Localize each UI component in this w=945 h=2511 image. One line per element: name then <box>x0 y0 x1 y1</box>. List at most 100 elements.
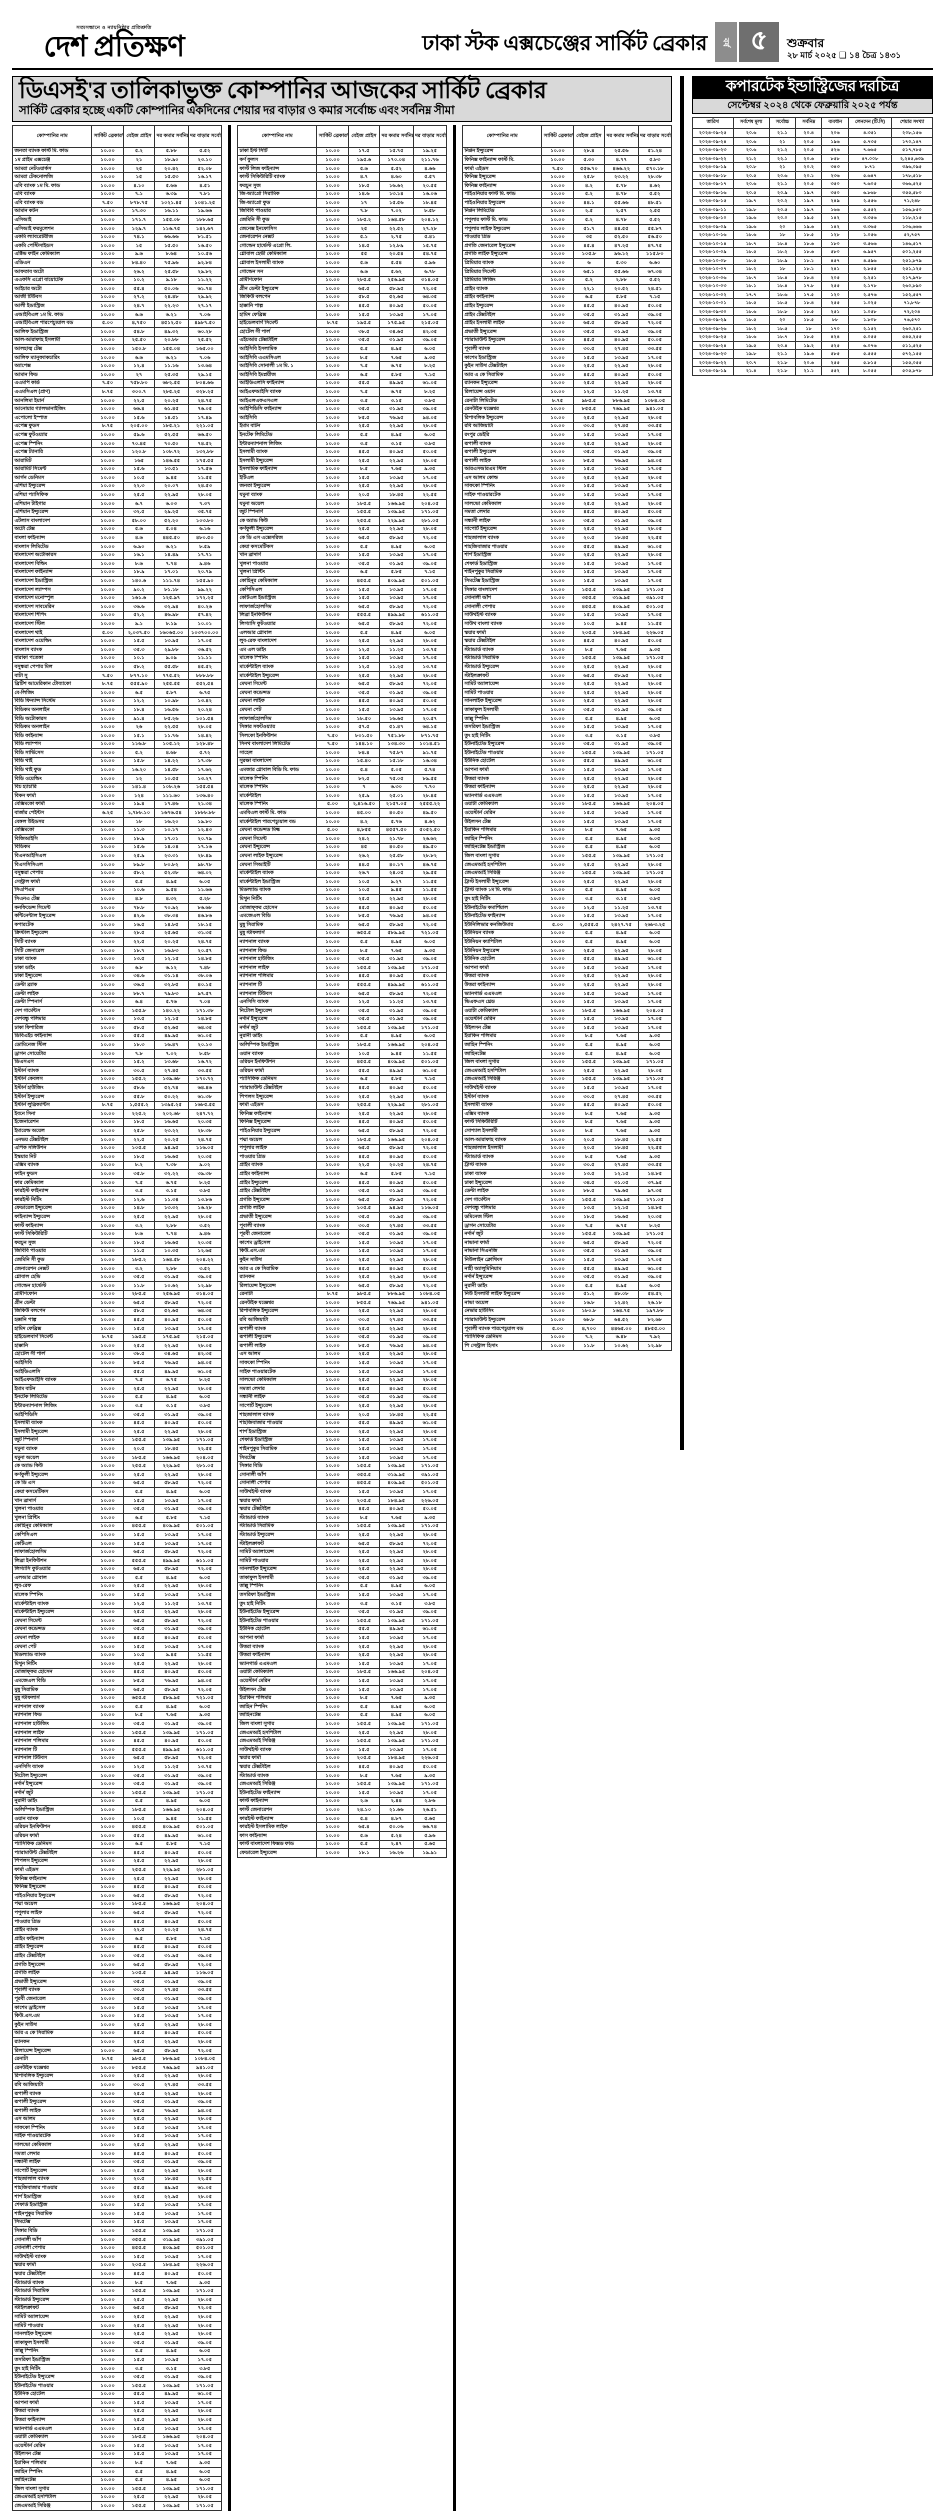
table-row[interactable]: মুন্নু স্টাফলার্স ১০.০০ ৬৫৫.৫ ৫৮৯.৯৫ ৭২১.০৫ <box>11 1693 223 1704</box>
table-row[interactable]: আইসিবি ইমপ্লয়ীজ ১০.০০ ৬.৫ ৫.৮৫ ৭.১৫ <box>236 370 448 380</box>
newspaper-logo[interactable]: সত্যসন্ধানে ও ন্যায়নিষ্ঠার প্রতিশ্রুতি … <box>14 25 214 62</box>
table-row[interactable]: কেটিএল ইন্ডাস্ট্রিজ ১০.০০ ১৫.৫ ১৩.৯৫ ১৭.০৫ <box>236 593 448 604</box>
table-row[interactable]: বিডিকম ১০.০০ ১৫.৬ ১৪.০৪ ১৭.১৬ <box>11 842 223 853</box>
table-row[interactable]: ইসলামী ইন্স্যুরেন্স ১০.০০ ২৫.৫ ২২.৯৫ ২৮.০৫ <box>11 1427 223 1437</box>
table-row[interactable]: জেমিনি সী ফুড ১০.০০ ১৮৫.২ ১৬৪.৫৮ ২০৪.১২ <box>236 215 448 225</box>
table-row[interactable]: আমরা নেটওয়ার্কস ১০.০০ ২৫ ২০.৪২ ৫২.০৮ <box>11 163 223 174</box>
table-row[interactable]: শেফার্ড ইন্ডাস্ট্রিজ ১০.০০ ১৫.৫ ১৩.৯৫ ১৭.০৫ <box>461 559 673 569</box>
table-row[interactable]: ইসলামিক ফাইন্যান্স ১০.০০ ৮.৫ ৭.৬৫ ৯.৩৫ <box>236 464 448 475</box>
table-row[interactable]: লাফার্জহোলসিম ১০.০০ ৬৫.৫ ৫৮.৯৫ ৭২.০৫ <box>236 602 448 612</box>
table-row[interactable]: এএমসিএল (প্রাণ) ৮.৭৫ ৩০০.৭ ২৮৫.২৫ ৩২৮.২৫ <box>11 387 223 397</box>
table-row[interactable]: বার্জার পেইন্টস ৬.২৫ ১,৭৮৮.১০ ১৬৭৬.৫৪ ১৮৮৮.৮… <box>11 808 223 818</box>
table-row[interactable]: গ্রামীণফোন ১০.০০ ২৮৫.৫ ২৫৬.৯৫ ৩১৪.০৫ <box>236 275 448 286</box>
table-row[interactable]: ২০২৪-০৯-১৯ ২০.৮ ২১ ২০.২ ৩৪৩ ৮.৭১ ৩৯৬,০৯৫ <box>691 162 933 172</box>
table-row[interactable]: বেক্সিমকো ফার্মা ১০.০০ ১৯.৪ ১৭.৪৬ ২১.৩৪ <box>11 799 223 810</box>
table-row[interactable]: কেয়া কসমেটিকস ১০.০০ ৫.৫ ৪.৯৫ ৬.০৫ <box>11 1487 223 1497</box>
table-row[interactable]: বাংলাদেশ ইন্ডাস্ট্রিজ ১০.০০ ১৪০.৬ ১১১.৭৪ ১৫৫… <box>11 576 223 586</box>
table-row[interactable]: জেএমআই সিরিঞ্জ ১০.০০ ১৫৫.৫ ১৩৯.৯৫ ১৭১.০৫ <box>236 1736 448 1747</box>
table-row[interactable]: আইপিডিসি ফাইন্যান্স ১০.০০ ৩৫.৫ ৩১.৯৫ ৩৯.০৫ <box>236 404 448 415</box>
table-row[interactable]: প্রগতি ইন্স্যুরেন্স ১০.০০ ৬৫.৫ ৫৮.৯৫ ৭২.০৫ <box>11 1959 223 1970</box>
table-row[interactable]: প্রগতি লাইফ ১০.০০ ১০৫.৫ ৯৪.৯৫ ১১৬.০৫ <box>11 1968 223 1979</box>
table-row[interactable]: মেঘনা পেট ১০.০০ ১৫.৫ ১৩.৯৫ ১৭.০৫ <box>11 1641 223 1652</box>
table-row[interactable]: পূবালী ব্যাংক ১০.০০ ৩০.৫ ২৭.৪৫ ৩৩.৫৫ <box>461 344 673 354</box>
table-row[interactable]: বাংলাদেশ বিল্ডিং ১০.০০ ৮.৬ ৭.৭৪ ৯.৪৬ <box>11 559 223 569</box>
table-row[interactable]: দেশবন্ধু পলিমার ১০.০০ ১৩.৫ ১২.১৫ ১৪.৮৫ <box>461 1203 673 1214</box>
table-row[interactable]: আল-আরাফাহ ইসলামী ১০.০০ ২৫.৫০ ২০.৮৮ ২৫.৫২ <box>11 335 223 346</box>
table-row[interactable]: আর এ কে সিরামিক ১০.০০ ৪৫.৫ ৪০.৯৫ ৫০.০৫ <box>11 2028 223 2039</box>
table-row[interactable]: নিউ ইসলামী লাইফ ইন্স্যুরেন্স ১০.০০ ৫১.২ ৪৮.… <box>461 1289 673 1300</box>
table-row[interactable]: ফার্মা এইডস ৭.৫০ ৫৫৬.৭০ ৪৬৬.২২ ৫৭০.১৮ <box>461 163 673 174</box>
table-row[interactable]: প্রাইম ইন্স্যুরেন্স ১০.০০ ৪৫.৫ ৪০.৯৫ ৫০.০৫ <box>11 1942 223 1953</box>
table-row[interactable]: ইবনে সিনা ১০.০০ ২২৫.২ ২০২.৬৮ ২৪৭.৭২ <box>11 1109 223 1119</box>
table-row[interactable]: লিব্রা ইনফিউশন ১০.০০ ৫৫৫.৫ ৪৯৯.৯৫ ৬১১.০৫ <box>11 1556 223 1566</box>
table-row[interactable]: স্ট্যান্ডার্ড সিরামিক ১০.০০ ১৫৫.৫ ১৩৯.৯৫ ১৭১… <box>236 1521 448 1532</box>
table-row[interactable]: পি সেন্ট্রাল হিসাং ১০.০০ ১১.৮ ১০.৬২ ১২.৯৮ <box>461 1341 673 1351</box>
table-row[interactable]: নাভানা ফার্মা ১০.০০ ৬৫.৫ ৫৮.৯৫ ৭২.০৫ <box>461 1238 673 1248</box>
table-row[interactable]: মার্কেন্টাইল ব্যাংক ১০.০০ ২৬.৭ ২৪.০৫ ২৯.৫৫ <box>236 868 448 879</box>
table-row[interactable]: প্রাইম ফাইন্যান্স ১০.০০ ৬.৫ ৫.৮৫ ৭.১৫ <box>461 292 673 303</box>
table-row[interactable]: জেএমআই সিরিঞ্জ ১০.০০ ১৫৫.৫ ১৩৯.৯৫ ১৭১.০৫ <box>461 868 673 879</box>
table-row[interactable]: খুলনা প্রিন্টিং ১০.০০ ৬.৫ ৫.৮৫ ৭.১৫ <box>11 1513 223 1523</box>
table-row[interactable]: পাওয়ার গ্রিড ১০.০০ ৪৫.৫ ৪০.৯৫ ৫০.০৫ <box>236 1152 448 1162</box>
table-row[interactable]: ২০২৪-১০-১৬ ১৮.৬ ১৮ ১৮.৫ ১২৮ ১.০৫৬ ৫২,৭৫৭ <box>691 230 933 240</box>
table-row[interactable]: ১ম প্রাইম এক্সচেঞ্জ ১০.০০ ২১ ১৮.৯০ ২৩.১০ <box>11 155 223 165</box>
table-row[interactable]: মুন্নু স্টাফলার্স ১০.০০ ৬৫৫.৫ ৫৮৯.৯৫ ৭২১.০৫ <box>236 928 448 939</box>
table-row[interactable]: সাইফ পাওয়ারটেক ১০.০০ ১৫.৫ ১৩.৯৫ ১৭.০৫ <box>236 1366 448 1377</box>
table-row[interactable]: শার্প ইন্ডাস্ট্রিজ ১০.০০ ২৫.৫ ২২.৯৫ ২৮.০৫ <box>461 550 673 561</box>
table-row[interactable]: দেশবন্ধু পলিমার ১০.০০ ১৩.৫ ১২.১৫ ১৪.৮৫ <box>11 1014 223 1025</box>
table-row[interactable]: রেনাটা ৮.৭৫ ৯৮৫.৫ ৮৮৬.৯৫ ১০৮৪.০৫ <box>11 2054 223 2065</box>
table-row[interactable]: মিথুন নিটিং ১০.০০ ২৫.৫ ২২.৯৫ ২৮.০৫ <box>11 1659 223 1669</box>
table-row[interactable]: প্রভাতী ইন্স্যুরেন্স ১০.০০ ৩৫.৫ ৩১.৯৫ ৩৯.০৫ <box>461 327 673 337</box>
table-row[interactable]: ড্রাগন সোয়েটার ১০.০০ ৭.৫ ৬.৭৫ ৮.২৫ <box>461 1220 673 1231</box>
table-row[interactable]: ওরিয়ন ইনফিউশন ১০.০০ ৪৫৫.৫ ৪০৯.৯৫ ৫০১.০৫ <box>11 1822 223 1832</box>
table-row[interactable]: ফারইস্ট ফাইন্যান্স ১০.০০ ৫.৪ ৪.৮৭ ৫.৬৫ <box>236 1813 448 1824</box>
table-row[interactable]: ড্রাগন সোয়েটার ১০.০০ ৭.৮ ৭.০২ ৮.৫৮ <box>11 1049 223 1059</box>
table-row[interactable]: ওয়েস্টার্ন মেরিন ১০.০০ ১৫.৫ ১৩.৯৫ ১৭.০৫ <box>461 1014 673 1025</box>
table-row[interactable]: ২০২৪-০৯-২৩ ১৯.৮ ২১.১ ১৯.৬ ৫৮৫ ৫.৫৫৫ ৫৭২,১৫৫ <box>691 349 933 359</box>
table-row[interactable]: খান ব্রাদার্স ১০.০০ ১৫.৫ ১৩.৯৫ ১৭.০৫ <box>236 550 448 561</box>
table-row[interactable]: মার্কেন্টাইল ইন্ডাস্ট্রিজ ১০.০০ ১০.৫ ৯.২৭ ১১… <box>236 877 448 887</box>
table-row[interactable]: নুরানী ডাইং ১০.০০ ৫.৫ ৪.৯৫ ৬.০৫ <box>461 1281 673 1291</box>
table-row[interactable]: এশিয়া ইন্স্যুরেন্স ১০.০০ ২২.৩ ২০.০৭ ২৪.৫৩ <box>11 481 223 492</box>
table-row[interactable]: ট্রাস্ট ব্যাংক ১ম মি. ফান্ড ১০.০০ ৫.৫ ৪.৯৫ ৬… <box>461 885 673 896</box>
table-row[interactable]: র‍্যানকন ১০.০০ ২৫.৫ ২২.৯৫ ২৮.০৫ <box>236 1272 448 1282</box>
table-row[interactable]: এসিআই ১০.০০ ১৭১.৭ ১৫৫.০৮ ১৮৮.৬৫ <box>11 215 223 225</box>
table-row[interactable]: সোনালী আঁশ ১০.০০ ৩৫৫.৫ ৩১৯.৯৫ ৩৯১.০৫ <box>11 2234 223 2245</box>
table-row[interactable]: ২০২৪-০৯-২৫ ২০.৬ ২১.১ ২০.৪ ২০৬ ৪.৩৫১ ২০৮,১৫৬ <box>691 128 933 138</box>
table-row[interactable]: জিল বাংলা সুগার ১০.০০ ১৫৫.৫ ১৩৯.৯৫ ১৭১.০৫ <box>461 1057 673 1068</box>
table-row[interactable]: জাহিনটেক্স ১০.০০ ৫.৫ ৪.৯৫ ৬.০৫ <box>461 1049 673 1059</box>
table-row[interactable]: ইয়াকিন পলিমার ১০.০০ ৮.৫ ৭.৬৫ ৯.৩৫ <box>461 1031 673 1042</box>
table-row[interactable]: ফিনিক্স ফাইন্যান্স ১০.০০ ২৫.৫ ২২.৯৫ ২৮.০৫ <box>11 1874 223 1884</box>
table-row[interactable]: ডোমিনেজ স্টিল ১০.০০ ১৮.৩ ১৬.৪৭ ২০.১৩ <box>11 1040 223 1050</box>
table-row[interactable]: আল-আরাফাহ ব্যাংক ১০.০০ ২০.৫ ১৮.৪৫ ২২.৫৫ <box>461 1134 673 1145</box>
table-row[interactable]: এলআর গ্লোবাল ১০.০০ ৫.৫ ৪.৯৫ ৬.০৫ <box>236 627 448 638</box>
table-row[interactable]: স্ট্যান্ডার্ড সিরামিক ১০.০০ ১৫৫.৫ ১৩৯.৯৫ ১৭১… <box>461 653 673 664</box>
table-row[interactable]: মালেক স্পিনিং ১০.০০ ৮২.৫ ৭৫.০৫ ৮৯.৫৫ <box>236 774 448 784</box>
table-row[interactable]: ন্যাশনাল টি ১০.০০ ৫৫৫.৫ ৪৯৯.৯৫ ৬১১.০৫ <box>11 1745 223 1755</box>
table-row[interactable]: প্যারামাউন্ট টেক্সটাইল ১০.০০ ৪৫.৫ ৪০.৯৫ ৫০.০… <box>11 1848 223 1858</box>
table-row[interactable]: শাহজালাল ব্যাংক ১০.০০ ২০.৫ ১৮.৪৫ ২২.৫৫ <box>11 2174 223 2185</box>
table-row[interactable]: জি-অ্যাগ্রো সিরামিক ১০.০০ ১৪.৬ ১৩.১৪ ১৬.০৬ <box>236 189 448 200</box>
table-row[interactable]: এক্টিভ ফাইন কেমিক্যাল ১০.০০ ৯.৬ ৮.৬৪ ১০.৫৬ <box>11 249 223 260</box>
table-row[interactable]: কেটিএল ১০.০০ ১৫.৫ ১৩.৯৫ ১৭.০৫ <box>11 1538 223 1549</box>
table-row[interactable]: ২০২৪-০৯-১১ ১৯.৮ ২০.৫ ১৯.৭ ১৬৬ ৫.৫৫২ ১৫৬,৮৫০ <box>691 204 933 215</box>
table-row[interactable]: জনতা ইন্স্যুরেন্স ১০.০০ ২৫.৫ ২২.৯৫ ২৮.০৫ <box>236 481 448 492</box>
table-row[interactable]: স্কয়ার টেক্সটাইল ১০.০০ ৪৫.৫ ৪০.৯৫ ৫০.০৫ <box>236 1762 448 1772</box>
table-row[interactable]: আইএফআইসি ব্যাংক ১০.০০ ৭.৫ ৬.৭৫ ৮.২৫ <box>11 1375 223 1386</box>
table-row[interactable]: জিল বাংলা সুগার ১০.০০ ১৫৫.৫ ১৩৯.৯৫ ১৭১.০৫ <box>236 1719 448 1729</box>
table-row[interactable]: ভ্যানগার্ড এএমএল ১০.০০ ১৫.৫ ১৩.৯৫ ১৭.০৫ <box>461 988 673 999</box>
table-row[interactable]: স্কয়ার টেক্সটাইল ১০.০০ ৪৫.৫ ৪০.৯৫ ৫০.০৫ <box>461 636 673 647</box>
table-row[interactable]: নিউলাইন ক্লোথিংস ১০.০০ ১৫.৫ ১৩.৯৫ ১৭.০৫ <box>461 1255 673 1265</box>
table-row[interactable]: ঢাকা ব্যাংক ১০.০০ ১৩.৫ ১২.১৫ ১৪.৮৫ <box>11 954 223 965</box>
table-row[interactable]: স্ট্যান্ডার্ড ইন্স্যুরেন্স ১০.০০ ২৫.৫ ২২.৯৫… <box>11 2295 223 2305</box>
table-row[interactable]: মার্কেন্টাইল ব্যাংক ১০.০০ ১২.৫ ১১.২৫ ১৩.৭৫ <box>11 1599 223 1609</box>
table-row[interactable]: কোহিনূর কেমিক্যাল ১০.০০ ৪৫৫.৫ ৪০৯.৯৫ ৫০১.০৫ <box>236 576 448 586</box>
table-row[interactable]: আইডিএলসি ফাইন্যান্স ১০.০০ ৫৫.৫ ৪৯.৯৫ ৬১.০৫ <box>236 378 448 389</box>
table-row[interactable]: হাইডেলবার্গ সিমেন্ট ৮.৭৫ ১৯৫.৫ ১৭৫.৯৫ ২১৫.০৫ <box>236 318 448 329</box>
table-row[interactable]: ফার্স্ট সিকিউরিটি ১০.০০ ৮.৬ ৭.৭৪ ৯.৪৬ <box>11 1229 223 1240</box>
table-row[interactable]: প্যাসিফিক ডেনিমস ১০.০০ ৭.২ ৬.৪৮ ৭.৯২ <box>461 1332 673 1343</box>
table-row[interactable]: সানলাইফ ইন্স্যুরেন্স ১০.০০ ২৫.৫ ২২.৯৫ ২৮.০৫ <box>461 696 673 707</box>
table-row[interactable]: উত্তরা ব্যাংক ১০.০০ ২৫.৫ ২২.৯৫ ২৮.০৫ <box>236 1641 448 1652</box>
table-row[interactable]: মার্কেন্টাইল ব্যাংক ১০.০০ ১২.৫ ১১.২৫ ১৩.৭৫ <box>236 662 448 672</box>
table-row[interactable]: প্রাইম টেক্সটাইল ১০.০০ ৩৫.৫ ৩১.৯৫ ৩৯.০৫ <box>11 1951 223 1961</box>
